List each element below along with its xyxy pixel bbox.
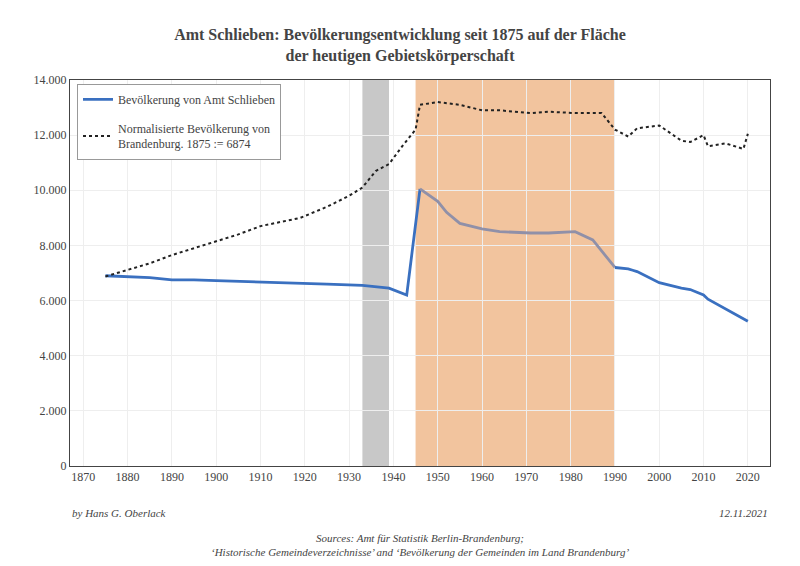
svg-text:1970: 1970	[514, 470, 538, 484]
svg-text:12.11.2021: 12.11.2021	[719, 507, 768, 519]
svg-text:1890: 1890	[160, 470, 184, 484]
svg-text:2010: 2010	[692, 470, 716, 484]
svg-text:2000: 2000	[647, 470, 671, 484]
svg-text:6.000: 6.000	[40, 294, 67, 308]
svg-text:2020: 2020	[736, 470, 760, 484]
svg-text:Amt Schlieben: Bevölkerungsent: Amt Schlieben: Bevölkerungsentwicklung s…	[174, 26, 626, 65]
svg-text:1870: 1870	[71, 470, 95, 484]
svg-text:1910: 1910	[249, 470, 273, 484]
svg-text:10.000: 10.000	[34, 183, 67, 197]
svg-text:by Hans G. Oberlack: by Hans G. Oberlack	[72, 507, 167, 519]
svg-text:1990: 1990	[603, 470, 627, 484]
svg-text:1930: 1930	[337, 470, 361, 484]
svg-text:Normalisierte Bevölkerung vonB: Normalisierte Bevölkerung vonBrandenburg…	[118, 122, 270, 152]
svg-text:8.000: 8.000	[40, 239, 67, 253]
svg-text:1980: 1980	[559, 470, 583, 484]
svg-text:Bevölkerung von Amt Schlieben: Bevölkerung von Amt Schlieben	[118, 93, 275, 107]
svg-text:1920: 1920	[293, 470, 317, 484]
svg-text:0: 0	[61, 459, 67, 473]
svg-text:1940: 1940	[381, 470, 405, 484]
svg-text:2.000: 2.000	[40, 404, 67, 418]
svg-text:12.000: 12.000	[34, 128, 67, 142]
svg-text:4.000: 4.000	[40, 349, 67, 363]
svg-text:1900: 1900	[204, 470, 228, 484]
svg-text:Sources: Amt für Statistik Ber: Sources: Amt für Statistik Berlin-Brande…	[211, 532, 629, 558]
svg-text:14.000: 14.000	[34, 73, 67, 87]
svg-text:1950: 1950	[426, 470, 450, 484]
svg-text:1880: 1880	[116, 470, 140, 484]
svg-text:1960: 1960	[470, 470, 494, 484]
